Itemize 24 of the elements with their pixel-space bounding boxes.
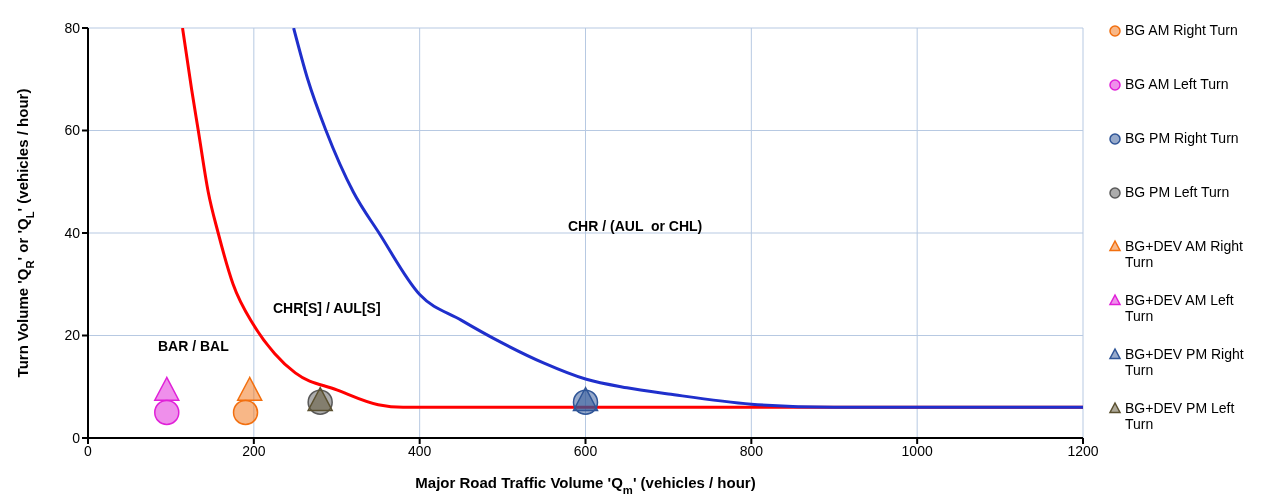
- x-tick-label: 200: [242, 442, 266, 459]
- legend-label: BG PM Right Turn: [1125, 130, 1239, 146]
- y-tick-label: 20: [64, 327, 81, 344]
- x-axis-title: Major Road Traffic Volume 'Q$_{m}$' (vehicles / hour): [415, 474, 756, 496]
- x-tick-label: 0: [84, 442, 93, 459]
- y-tick-label: 0: [72, 429, 81, 446]
- legend-label: BG AM Left Turn: [1125, 76, 1229, 92]
- x-tick-label: 1000: [901, 442, 933, 459]
- y-tick-label: 60: [64, 122, 81, 139]
- legend-label: BG+DEV AM Left Turn: [1125, 292, 1235, 324]
- legend-label: BG AM Right Turn: [1125, 22, 1238, 38]
- annotation: CHR / (AUL or CHL): [568, 218, 703, 234]
- x-tick-label: 1200: [1067, 442, 1099, 459]
- legend-label: BG+DEV AM Right Turn: [1125, 238, 1244, 270]
- y-tick-label: 80: [64, 19, 81, 36]
- legend-label: BG PM Left Turn: [1125, 184, 1230, 200]
- legend-label: BG+DEV PM Left Turn: [1125, 400, 1236, 432]
- annotation: BAR / BAL: [158, 338, 229, 354]
- x-tick-label: 400: [407, 442, 432, 459]
- x-tick-label: 800: [739, 442, 764, 459]
- annotation: CHR[S] / AUL[S]: [273, 300, 381, 316]
- x-tick-label: 600: [573, 442, 598, 459]
- legend-label: BG+DEV PM Right Turn: [1125, 346, 1245, 378]
- y-tick-label: 40: [64, 224, 81, 241]
